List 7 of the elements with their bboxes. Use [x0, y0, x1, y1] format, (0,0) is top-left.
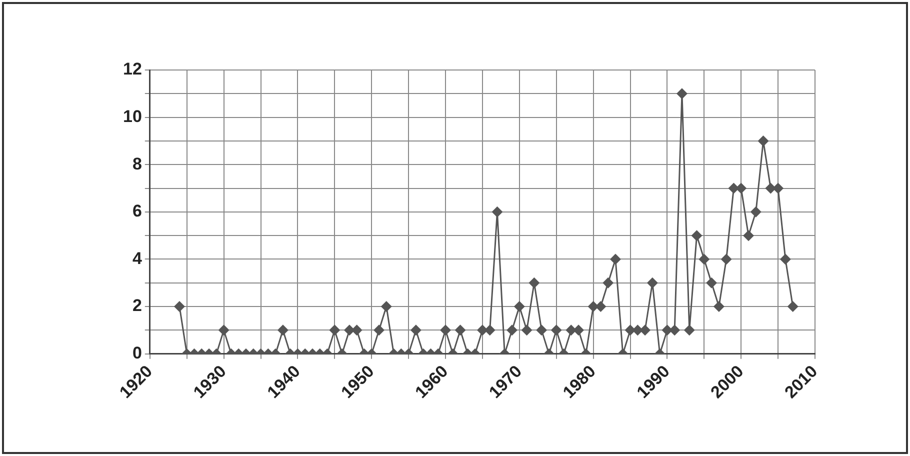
y-tick-label: 4 — [132, 248, 142, 268]
y-tick-label: 10 — [122, 106, 142, 126]
y-tick-label: 6 — [132, 202, 142, 221]
y-tick-label: 2 — [132, 296, 142, 316]
y-tick-label: 8 — [132, 154, 142, 174]
y-tick-label: 12 — [122, 60, 142, 79]
y-tick-label: 0 — [132, 344, 142, 363]
